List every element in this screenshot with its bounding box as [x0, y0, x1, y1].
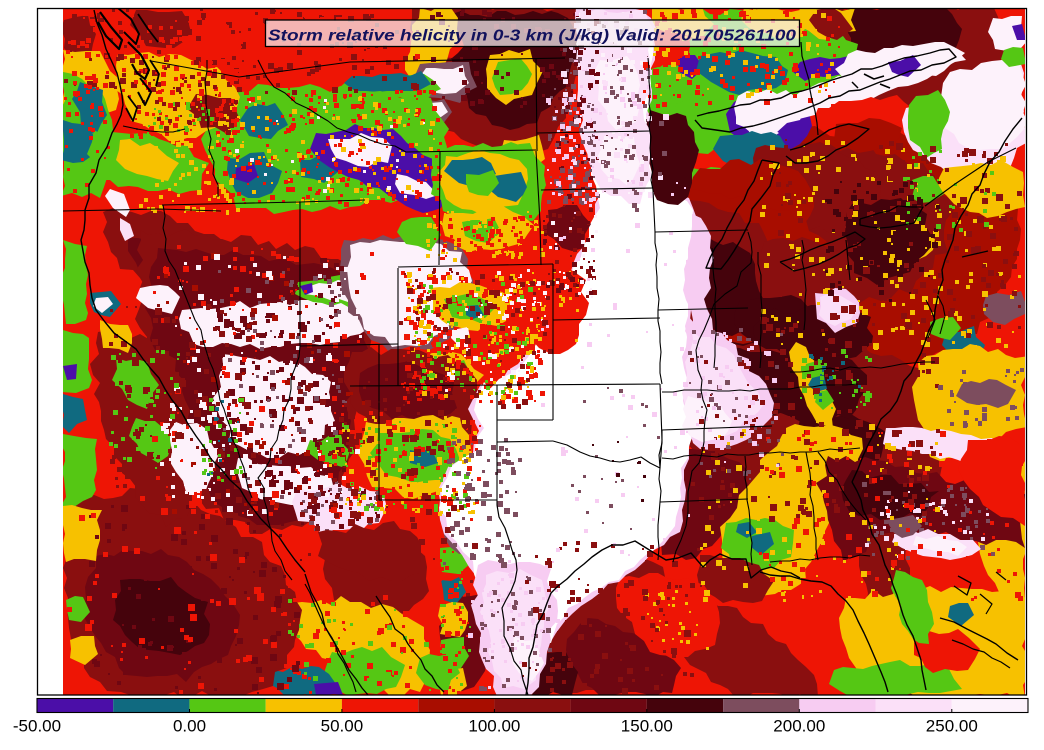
svg-text:150.00: 150.00	[621, 717, 673, 736]
svg-text:0.00: 0.00	[173, 717, 206, 736]
svg-text:200.00: 200.00	[773, 717, 825, 736]
svg-text:Storm relative helicity in 0-3: Storm relative helicity in 0-3 km (J/kg)…	[268, 28, 796, 45]
svg-text:250.00: 250.00	[926, 717, 978, 736]
svg-text:-50.00: -50.00	[13, 717, 61, 736]
svg-text:100.00: 100.00	[468, 717, 520, 736]
svg-text:50.00: 50.00	[321, 717, 364, 736]
